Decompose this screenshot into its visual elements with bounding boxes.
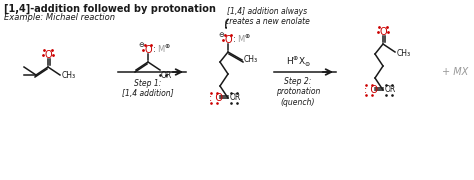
Text: Example: Michael reaction: Example: Michael reaction [4, 13, 115, 22]
Text: ÖR: ÖR [230, 93, 241, 102]
Text: ⊖: ⊖ [218, 32, 224, 38]
Text: CH₃: CH₃ [62, 71, 76, 80]
Text: H: H [287, 57, 293, 66]
Text: CH₃: CH₃ [244, 55, 258, 64]
Text: [1,4]-addition followed by protonation: [1,4]-addition followed by protonation [4, 4, 216, 14]
Text: ⊕: ⊕ [164, 44, 169, 48]
Text: Step 1:
[1,4 addition]: Step 1: [1,4 addition] [122, 79, 174, 98]
Text: O: O [44, 50, 52, 60]
Text: O: O [379, 27, 387, 37]
Text: ⊖: ⊖ [304, 62, 310, 68]
Text: : O: : O [209, 93, 223, 103]
Text: [1,4] addition always
creates a new enolate: [1,4] addition always creates a new enol… [225, 7, 310, 26]
Text: ÖR: ÖR [385, 86, 396, 94]
Text: :: : [153, 46, 156, 55]
Text: CH₃: CH₃ [397, 48, 411, 57]
Text: ⊖: ⊖ [138, 42, 144, 48]
Text: O: O [144, 45, 152, 55]
Text: ⊕: ⊕ [292, 57, 298, 62]
Text: X: X [299, 57, 305, 66]
FancyArrowPatch shape [226, 19, 228, 28]
Text: O: O [224, 35, 232, 45]
Text: : O: : O [364, 85, 378, 95]
Text: + MX: + MX [442, 67, 468, 77]
Text: ⊕: ⊕ [244, 33, 249, 39]
Text: :: : [233, 35, 236, 44]
Text: M: M [157, 46, 164, 55]
Text: Step 2:
protonation
(quench): Step 2: protonation (quench) [276, 77, 320, 107]
Text: M: M [237, 35, 244, 44]
Text: ÖR: ÖR [161, 71, 172, 80]
